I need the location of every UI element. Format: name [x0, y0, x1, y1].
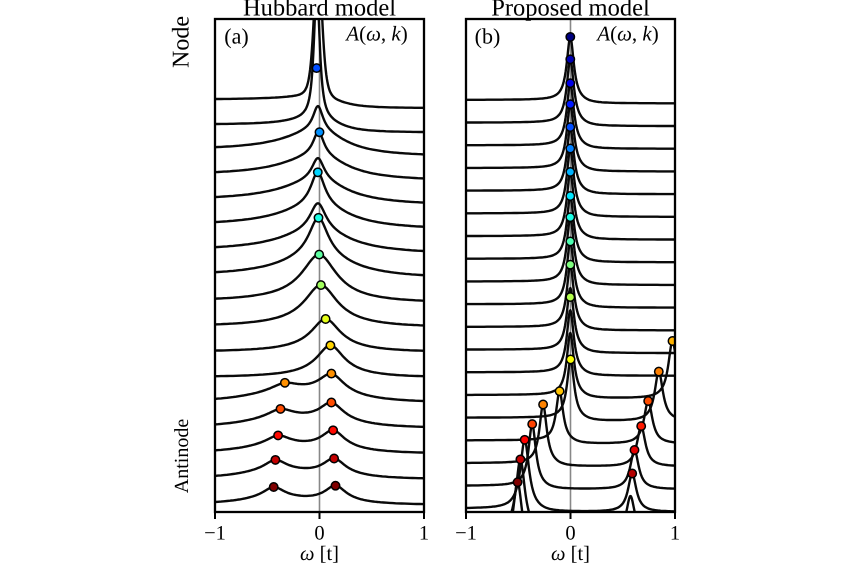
svg-text:−1: −1 [204, 523, 226, 545]
svg-text:−1: −1 [455, 523, 477, 545]
svg-text:A(ω, k): A(ω, k) [344, 22, 407, 46]
svg-text:(b): (b) [475, 24, 501, 49]
svg-text:0: 0 [314, 523, 324, 545]
svg-text:Antinode: Antinode [171, 419, 193, 494]
svg-text:0: 0 [565, 523, 575, 545]
svg-text:ω [t]: ω [t] [551, 543, 590, 565]
svg-text:Node: Node [169, 16, 195, 68]
svg-text:1: 1 [670, 523, 680, 545]
svg-text:(a): (a) [224, 24, 248, 49]
svg-text:Hubbard model: Hubbard model [243, 0, 396, 22]
svg-text:Proposed model: Proposed model [491, 0, 650, 22]
svg-text:A(ω, k): A(ω, k) [595, 22, 658, 46]
svg-text:ω [t]: ω [t] [300, 543, 339, 565]
svg-text:1: 1 [419, 523, 429, 545]
